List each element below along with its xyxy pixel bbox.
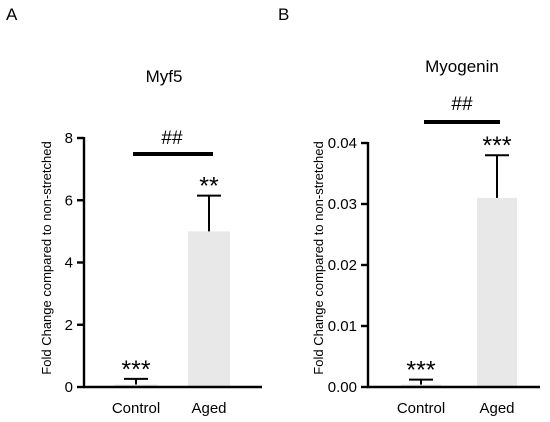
- panel-label: B: [278, 5, 289, 24]
- bar-control: [115, 384, 157, 387]
- y-axis-label: Fold Change compared to non-stretched: [39, 141, 54, 374]
- panel-b: B Myogenin Fold Change compared to non-s…: [278, 5, 540, 417]
- x-tick-label: Control: [397, 400, 445, 417]
- significance-label: ***: [121, 356, 150, 384]
- chart-marks: 0.00 0.01 0.02 0.03 0.04 Control Aged *** ***: [328, 120, 540, 417]
- bar-aged: [188, 231, 230, 387]
- significance-label: **: [199, 173, 219, 201]
- comparison-label: ##: [161, 128, 183, 149]
- x-tick-label: Aged: [479, 400, 514, 417]
- y-tick-label: 0.00: [328, 379, 357, 396]
- y-tick-label: 8: [65, 130, 73, 147]
- x-tick-label: Control: [112, 400, 160, 417]
- bar-aged: [477, 197, 517, 387]
- y-tick-label: 0.04: [328, 135, 357, 152]
- y-tick-label: 0.01: [328, 318, 357, 335]
- significance-label: ***: [482, 132, 511, 160]
- y-tick-label: 6: [65, 192, 73, 209]
- x-tick-label: Aged: [191, 400, 226, 417]
- y-tick-label: 0.02: [328, 257, 357, 274]
- y-tick-label: 0: [65, 379, 73, 396]
- chart-title: Myf5: [146, 67, 183, 86]
- panel-a: A Myf5 Fold Change compared to non-stret…: [6, 5, 262, 417]
- significance-label: ***: [406, 357, 435, 385]
- comparison-label: ##: [451, 94, 473, 115]
- bar-control: [401, 384, 441, 387]
- y-tick-label: 0.03: [328, 196, 357, 213]
- chart-title: Myogenin: [425, 57, 499, 76]
- panel-label: A: [6, 5, 18, 24]
- y-axis-label: Fold Change compared to non-stretched: [311, 141, 326, 374]
- y-tick-label: 2: [65, 317, 73, 334]
- y-tick-label: 4: [65, 255, 73, 272]
